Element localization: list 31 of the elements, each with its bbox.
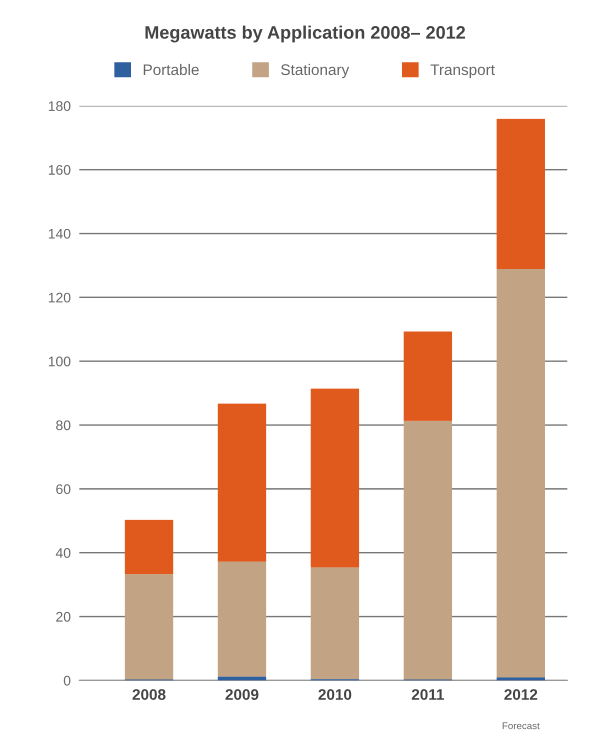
bar <box>404 420 452 680</box>
bar <box>218 404 266 562</box>
bar <box>310 567 360 680</box>
bar <box>124 574 174 680</box>
bar <box>218 676 266 680</box>
bar <box>310 388 360 568</box>
bar <box>218 562 266 677</box>
legend-label: Stationary <box>281 64 350 78</box>
y-tick-label: 80 <box>56 420 70 430</box>
bar <box>124 520 174 574</box>
y-tick-label: 160 <box>48 165 70 175</box>
chart-title: Megawatts by Application 2008– 2012 <box>146 26 466 42</box>
x-tick-label: 2011 <box>412 689 444 700</box>
bar <box>496 118 545 269</box>
y-tick-label: 20 <box>56 612 70 622</box>
legend-label: Portable <box>144 64 199 76</box>
y-tick-label: 40 <box>56 548 70 558</box>
x-tick-label: 2012 <box>504 689 538 700</box>
y-tick-label: 180 <box>48 101 70 112</box>
y-tick-label: 140 <box>48 228 70 239</box>
y-tick-label: 60 <box>56 484 70 494</box>
bar <box>404 332 452 421</box>
text: Forecast <box>502 722 540 730</box>
x-tick-label: 2009 <box>226 689 258 700</box>
y-tick-label: 120 <box>48 292 70 303</box>
legend-label: Transport <box>430 64 495 78</box>
bar <box>496 268 545 678</box>
y-tick-label: 0 <box>64 676 70 686</box>
x-tick-label: 2010 <box>318 689 352 700</box>
y-tick-label: 100 <box>48 356 70 366</box>
x-tick-label: 2008 <box>132 689 166 700</box>
